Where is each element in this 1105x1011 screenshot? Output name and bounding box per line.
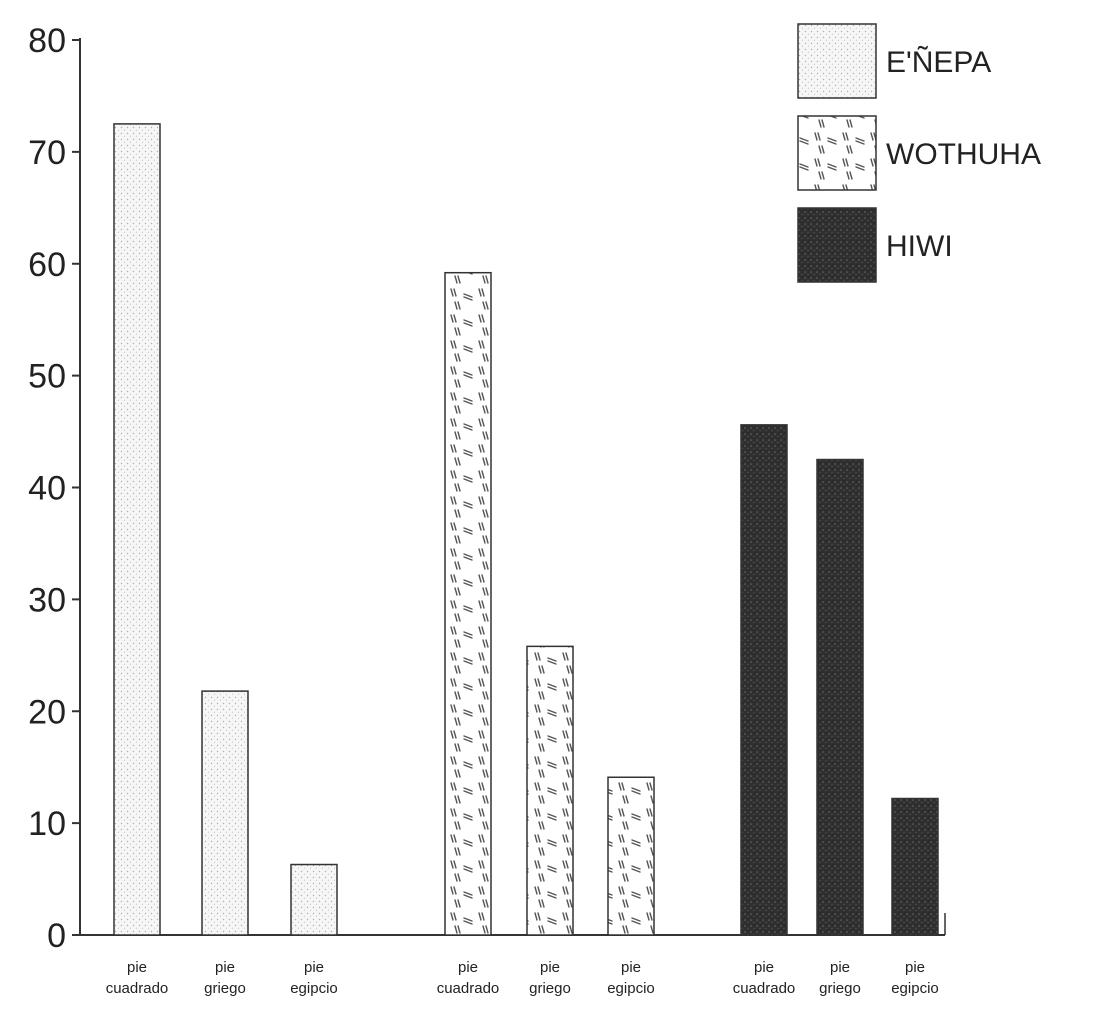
x-tick-label: pie bbox=[830, 959, 850, 976]
bar bbox=[607, 776, 655, 936]
x-tick-label: pie bbox=[621, 959, 641, 976]
y-tick-label: 60 bbox=[28, 246, 66, 284]
y-tick-label: 30 bbox=[28, 581, 66, 619]
legend-swatch bbox=[797, 115, 877, 191]
x-tick-label: pie bbox=[127, 959, 147, 976]
bar bbox=[444, 271, 492, 936]
x-tick-label: griego bbox=[529, 980, 571, 997]
x-tick-label: cuadrado bbox=[106, 980, 169, 997]
x-tick-label: egipcio bbox=[891, 980, 939, 997]
y-tick-label: 80 bbox=[28, 22, 66, 60]
bar bbox=[113, 123, 161, 936]
legend-swatch bbox=[797, 23, 877, 99]
legend-label: HIWI bbox=[886, 230, 953, 263]
x-tick-label: pie bbox=[540, 959, 560, 976]
bar bbox=[891, 797, 939, 936]
legend-label: E'ÑEPA bbox=[886, 45, 991, 79]
x-tick-label: pie bbox=[215, 959, 235, 976]
bar bbox=[290, 863, 338, 936]
legend-swatch bbox=[797, 207, 877, 283]
bar bbox=[526, 645, 574, 936]
y-tick-label: 50 bbox=[28, 358, 66, 396]
x-tick-label: egipcio bbox=[607, 980, 655, 997]
bar bbox=[740, 424, 788, 936]
x-tick-label: pie bbox=[905, 959, 925, 976]
y-tick-label: 70 bbox=[28, 134, 66, 172]
bar bbox=[201, 690, 249, 936]
x-tick-label: griego bbox=[819, 980, 861, 997]
x-tick-label: egipcio bbox=[290, 980, 338, 997]
x-tick-label: cuadrado bbox=[437, 980, 500, 997]
y-tick-label: 10 bbox=[28, 805, 66, 843]
y-tick-label: 0 bbox=[47, 917, 66, 955]
y-tick-label: 40 bbox=[28, 470, 66, 508]
x-tick-label: pie bbox=[458, 959, 478, 976]
x-tick-label: pie bbox=[304, 959, 324, 976]
legend-label: WOTHUHA bbox=[886, 138, 1041, 171]
y-tick-label: 20 bbox=[28, 693, 66, 731]
x-tick-label: pie bbox=[754, 959, 774, 976]
x-tick-label: griego bbox=[204, 980, 246, 997]
bar bbox=[816, 458, 864, 936]
x-tick-label: cuadrado bbox=[733, 980, 796, 997]
